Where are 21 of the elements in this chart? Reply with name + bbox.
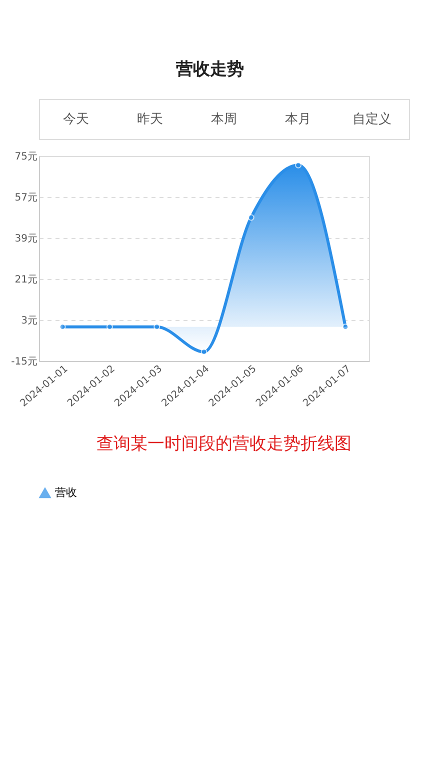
y-tick-label: 57元 [14, 192, 38, 204]
y-tick-label: 21元 [14, 274, 38, 286]
text: 今天 [63, 112, 89, 127]
y-tick-label: 3元 [21, 316, 38, 326]
point [200, 348, 208, 356]
y-tick-label: 39元 [14, 234, 38, 244]
point [248, 214, 254, 221]
point [59, 324, 66, 330]
y-tick-label: 75元 [14, 152, 38, 162]
chart-title: 营收走势 [174, 60, 244, 80]
point [154, 324, 160, 330]
point [342, 324, 349, 330]
point [295, 162, 302, 168]
point [106, 324, 113, 330]
text: 本周 [211, 112, 237, 127]
text: 查询某一时间段的营收走势折线图 [96, 434, 352, 454]
y-tick-label: -15元 [11, 356, 38, 368]
text: 本月 [285, 112, 311, 127]
text: 昨天 [137, 112, 163, 127]
text: 自定义 [352, 112, 392, 127]
legend-label: 营收 [55, 486, 77, 499]
